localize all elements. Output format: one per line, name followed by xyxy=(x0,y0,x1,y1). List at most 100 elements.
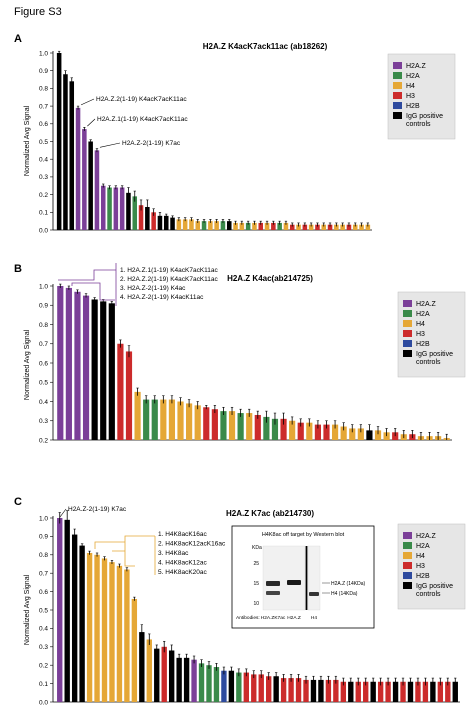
legend-swatch xyxy=(403,300,412,307)
bar xyxy=(340,426,347,440)
legend-label: H2A xyxy=(406,73,420,80)
marker-label: 10 xyxy=(253,601,259,607)
y-tick-label: 0.4 xyxy=(39,157,48,164)
y-tick-label: 0.5 xyxy=(39,607,48,614)
bar xyxy=(352,224,358,230)
y-tick-label: 0.6 xyxy=(39,360,48,367)
bar xyxy=(109,562,115,702)
bar xyxy=(430,681,436,702)
legend-label: H2B xyxy=(416,341,430,348)
chart-panel-b: B H2A.Z K4ac(ab214725) 0.2 0.3 0.4 0.5 0.6 0.7 0… xyxy=(14,263,466,444)
bar xyxy=(117,343,124,440)
bar xyxy=(271,418,279,440)
bar xyxy=(157,215,163,230)
annotation-label: H2A.Z.1(1-19) K4acK7acK11ac xyxy=(97,116,188,123)
annotation-bracket xyxy=(94,535,156,575)
bar xyxy=(194,405,201,440)
bar xyxy=(297,422,304,440)
chart-title: H2A.Z K4ac(ab214725) xyxy=(227,274,313,283)
annotation-label: 1. H2A.Z.1(1-19) K4acK7acK11ac xyxy=(120,267,219,274)
legend-swatch xyxy=(403,582,412,589)
lane-label: H2A.ZK7ac xyxy=(261,615,286,621)
bar xyxy=(400,681,406,702)
bar xyxy=(302,224,308,230)
bar xyxy=(208,221,213,230)
legend-swatch xyxy=(393,102,402,109)
blot-band xyxy=(266,591,280,595)
bar xyxy=(206,665,212,702)
bar xyxy=(288,678,294,702)
bar xyxy=(331,424,339,440)
bar xyxy=(296,224,301,230)
bar xyxy=(74,291,81,440)
western-blot-inset: H4K8ac off target by Western blot KDa 25 15… xyxy=(231,525,375,629)
bar xyxy=(107,187,112,230)
bar xyxy=(243,672,249,702)
bar xyxy=(334,224,339,230)
bar xyxy=(325,679,332,702)
bar xyxy=(340,681,347,702)
bar xyxy=(100,301,107,440)
bar xyxy=(245,222,251,230)
legend-swatch xyxy=(403,542,412,549)
legend-swatch xyxy=(393,62,402,69)
bar xyxy=(139,632,145,702)
y-tick-label: 0.0 xyxy=(39,699,48,706)
bar xyxy=(91,299,98,440)
bar xyxy=(310,679,317,702)
bar xyxy=(131,598,138,702)
y-axis-label: Normalized Avg Signal xyxy=(24,329,31,400)
marker-label: 15 xyxy=(253,581,259,587)
annotation-label: 1. H4K8acK16ac xyxy=(158,531,208,538)
chart-panel-a: A H2A.Z K4acK7ack11ac (ab18262) 0.0 0.1 0.2 0… xyxy=(14,33,456,234)
bar xyxy=(75,107,81,230)
y-tick-label: 0.0 xyxy=(39,227,48,234)
bar xyxy=(57,286,64,440)
bar xyxy=(283,222,289,230)
annotation-label: 2. H2A.Z.2(1-19) K4acK7acK11ac xyxy=(120,276,219,283)
y-tick-label: 1.0 xyxy=(39,283,48,290)
bar xyxy=(82,295,90,440)
annotation-label: 4. H4K8acK12ac xyxy=(158,560,208,567)
bar xyxy=(359,224,364,230)
legend-label: IgG positive controls xyxy=(406,113,443,128)
annotation-arrow xyxy=(99,142,121,148)
panel-letter: C xyxy=(14,496,22,508)
y-tick-label: 0.5 xyxy=(39,380,48,387)
legend-swatch xyxy=(403,310,412,317)
bar xyxy=(161,646,167,702)
annotation-label: 3. H4K8ac xyxy=(158,550,189,557)
bar xyxy=(280,678,287,702)
bar xyxy=(134,391,141,440)
bar xyxy=(146,639,152,702)
legend-swatch xyxy=(393,92,402,99)
lane-label: H2A.Z xyxy=(287,615,301,621)
bar xyxy=(65,287,72,440)
legend-label: H2A xyxy=(416,311,430,318)
y-tick-label: 0.9 xyxy=(39,68,48,75)
bar xyxy=(228,670,235,702)
bar xyxy=(113,187,119,230)
bar xyxy=(273,676,279,702)
y-tick-label: 0.5 xyxy=(39,139,48,146)
bar xyxy=(315,224,320,230)
bar xyxy=(151,212,156,230)
bar xyxy=(452,681,458,702)
annotation-label: H2A.Z.2(1-19) K4acK7acK11ac xyxy=(96,96,187,103)
bar xyxy=(182,219,188,230)
bar xyxy=(327,224,333,230)
bar xyxy=(346,224,352,230)
bar xyxy=(189,219,194,230)
bar xyxy=(271,222,276,230)
annotation-bracket xyxy=(110,263,117,306)
y-tick-label: 1.0 xyxy=(39,50,48,57)
bar xyxy=(314,424,321,440)
legend-swatch xyxy=(393,82,402,89)
y-tick-label: 1.0 xyxy=(39,515,48,522)
y-tick-label: 0.1 xyxy=(39,210,48,217)
bar xyxy=(124,569,130,702)
y-tick-label: 0.7 xyxy=(39,103,48,110)
bar xyxy=(186,403,193,440)
bar xyxy=(177,401,184,440)
bar xyxy=(251,674,257,702)
